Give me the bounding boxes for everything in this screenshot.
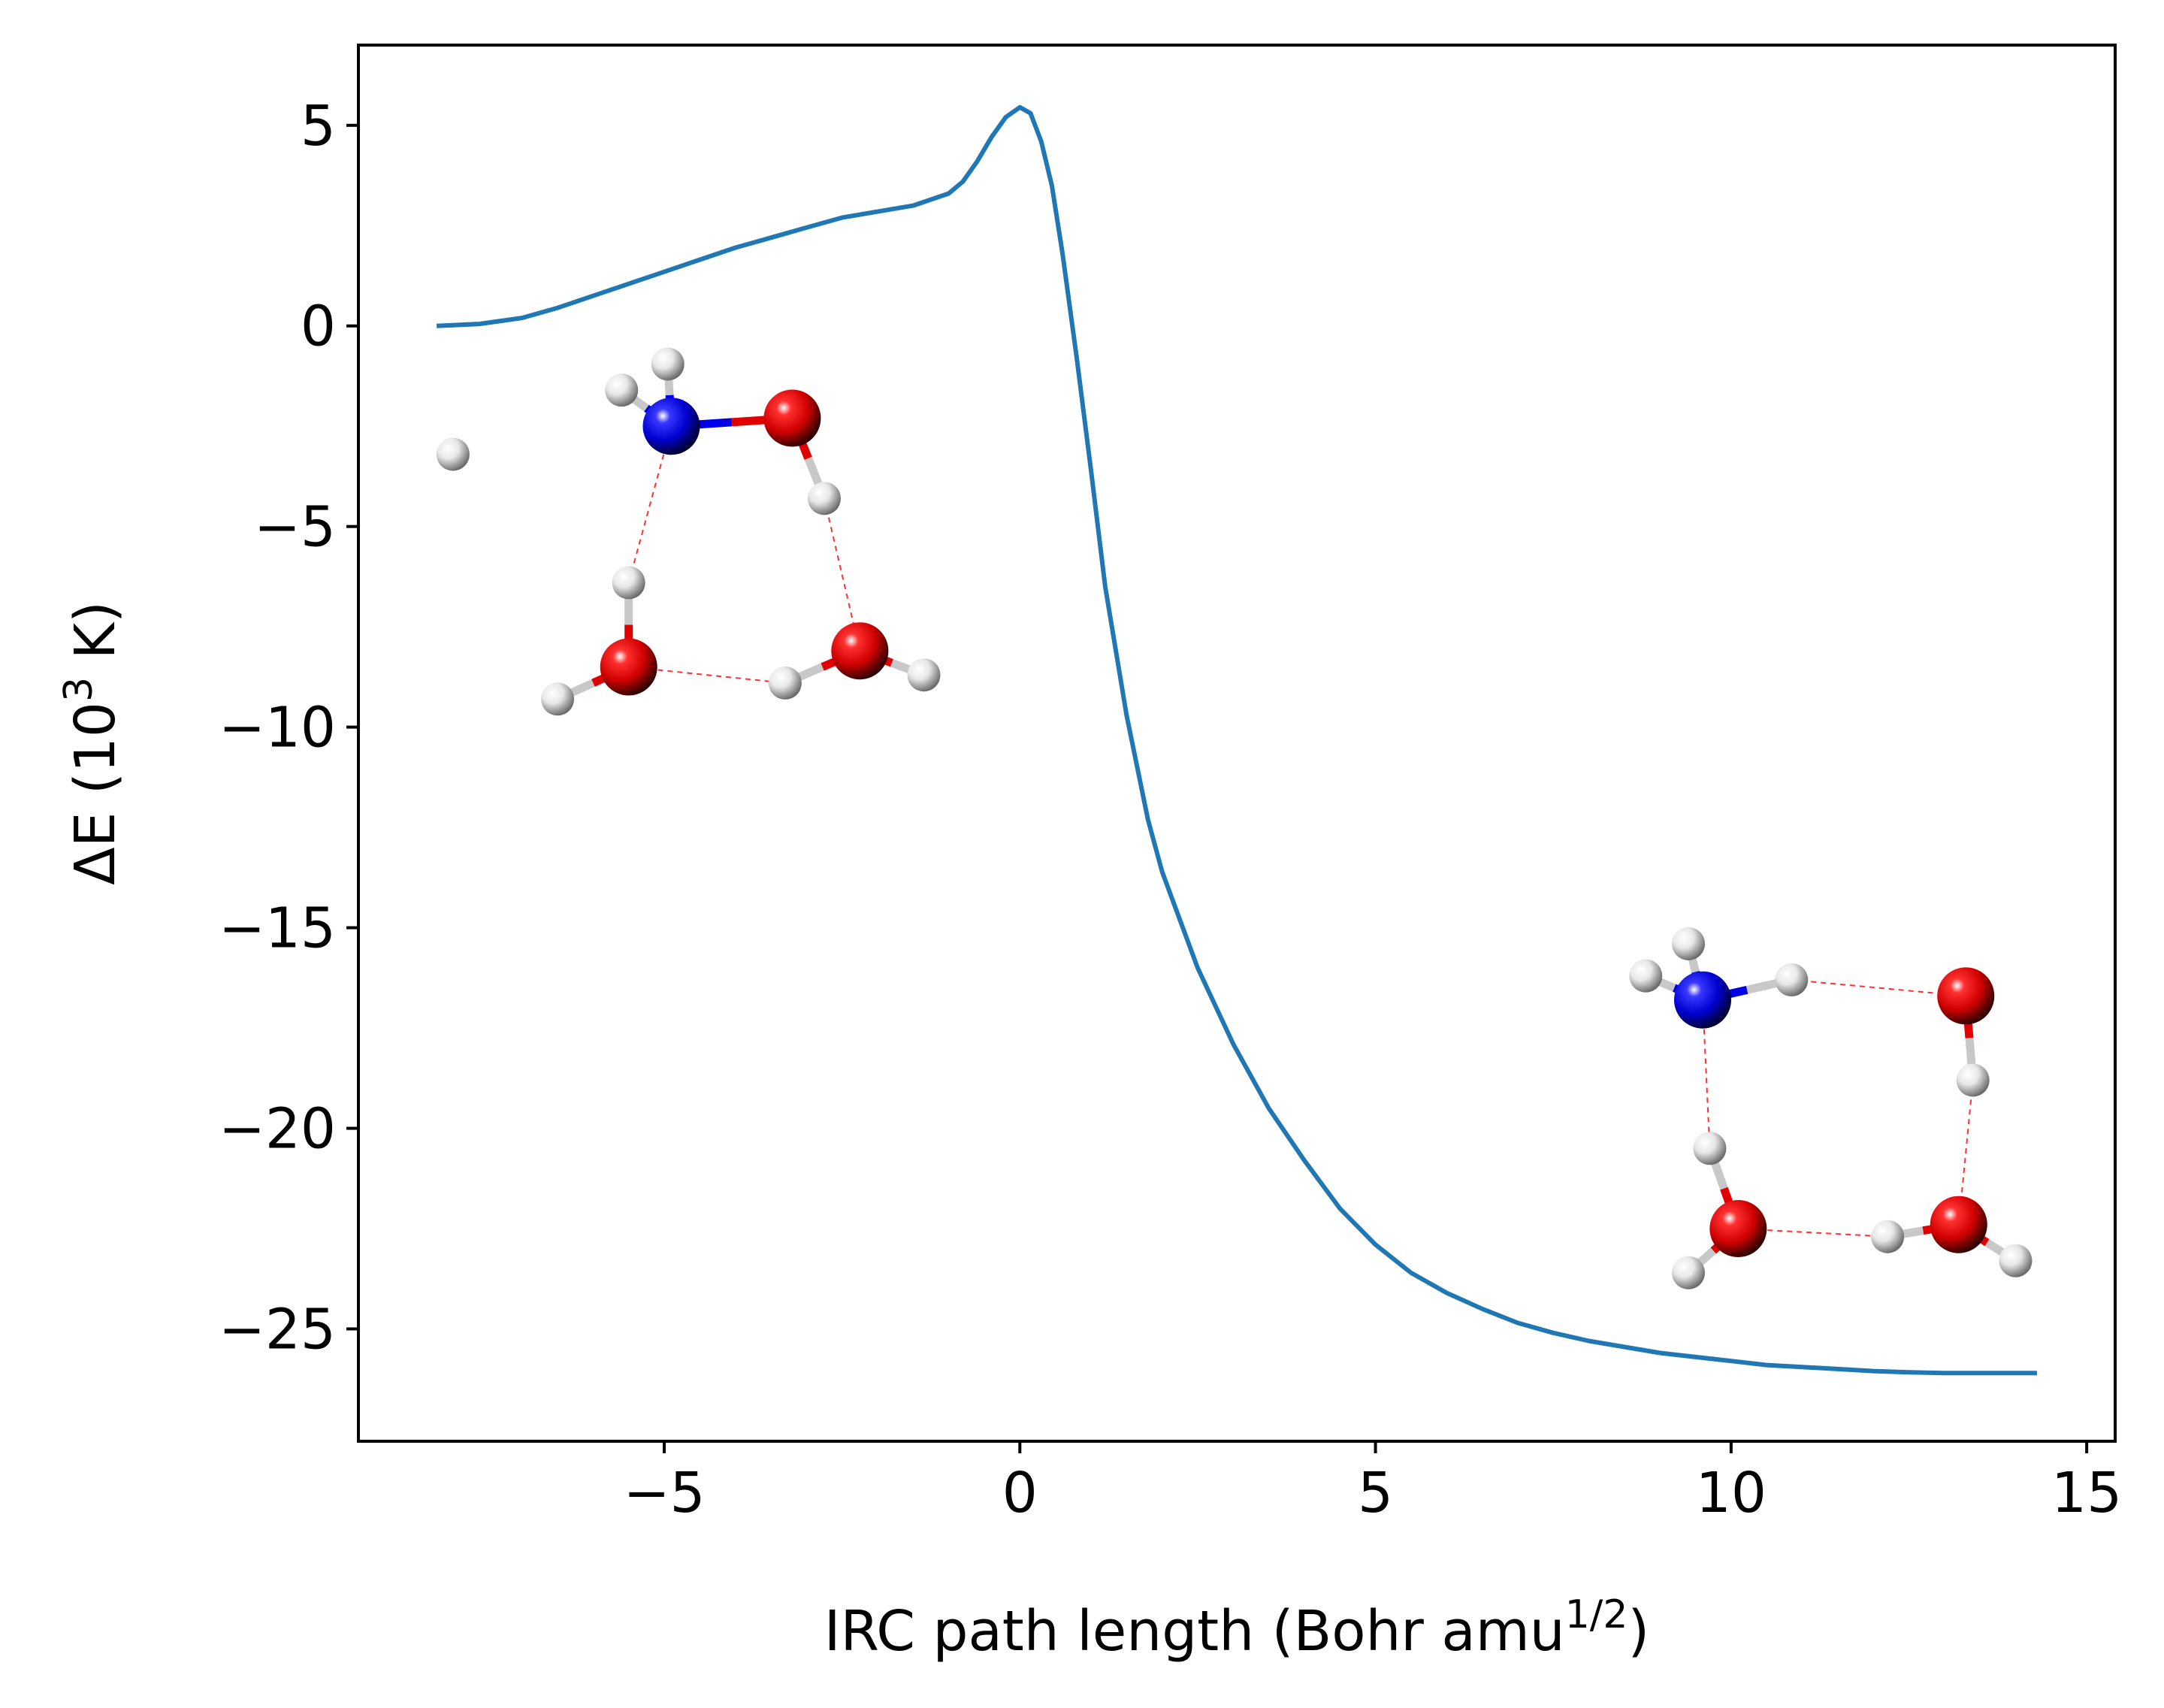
hydrogen-atom bbox=[1956, 1063, 1990, 1097]
hydrogen-atom bbox=[1672, 927, 1706, 960]
hydrogen-atom bbox=[436, 437, 470, 471]
hydrogen-atom bbox=[807, 482, 841, 515]
product-structure-inset bbox=[1629, 927, 2033, 1289]
hydrogen-bond bbox=[627, 425, 672, 583]
hydrogen-atom bbox=[1871, 1220, 1905, 1253]
y-tick-label: −5 bbox=[254, 495, 336, 560]
oxygen-atom bbox=[600, 638, 657, 696]
oxygen-atom bbox=[1709, 1200, 1767, 1258]
hydrogen-atom bbox=[768, 666, 802, 700]
x-tick-label: −5 bbox=[623, 1461, 705, 1525]
hydrogen-atom bbox=[612, 566, 645, 600]
y-tick-label: 0 bbox=[301, 295, 336, 359]
hydrogen-bond bbox=[628, 666, 786, 684]
energy-curve bbox=[436, 104, 2037, 1376]
y-axis-label: ΔE (103 K) bbox=[56, 601, 128, 885]
hydrogen-atom bbox=[1693, 1132, 1727, 1165]
oxygen-atom bbox=[763, 389, 821, 447]
y-tick-label: 5 bbox=[301, 94, 336, 159]
x-axis-label: IRC path length (Bohr amu1/2) bbox=[824, 1592, 1650, 1664]
y-tick-label: −20 bbox=[219, 1097, 336, 1162]
y-tick-label: −10 bbox=[219, 696, 336, 760]
oxygen-atom bbox=[1937, 967, 1995, 1025]
y-tick-label: −25 bbox=[219, 1298, 336, 1362]
hydrogen-atom bbox=[1999, 1244, 2033, 1277]
x-tick-label: 15 bbox=[2051, 1461, 2122, 1525]
oxygen-atom bbox=[1930, 1196, 1987, 1253]
x-tick-label: 0 bbox=[1002, 1461, 1038, 1525]
nitrogen-atom bbox=[1673, 971, 1731, 1029]
hydrogen-atom bbox=[1672, 1256, 1706, 1289]
hydrogen-atom bbox=[1775, 963, 1809, 997]
plot-frame bbox=[357, 44, 2117, 1443]
hydrogen-atom bbox=[605, 373, 639, 407]
hydrogen-atom bbox=[907, 658, 941, 692]
nitrogen-atom bbox=[642, 398, 700, 455]
y-tick-label: −15 bbox=[219, 896, 336, 961]
x-tick-label: 10 bbox=[1696, 1461, 1767, 1525]
hydrogen-atom bbox=[1629, 959, 1663, 993]
x-axis-ticks: −5 0 5 10 15 bbox=[623, 1441, 2122, 1525]
oxygen-atom bbox=[831, 622, 889, 680]
hydrogen-atom bbox=[651, 347, 685, 381]
x-tick-label: 5 bbox=[1358, 1461, 1393, 1525]
reactant-structure-inset bbox=[436, 347, 941, 716]
hydrogen-atom bbox=[541, 682, 575, 716]
y-axis-ticks: 5 0 −5 −10 −15 −20 −25 bbox=[219, 94, 358, 1362]
